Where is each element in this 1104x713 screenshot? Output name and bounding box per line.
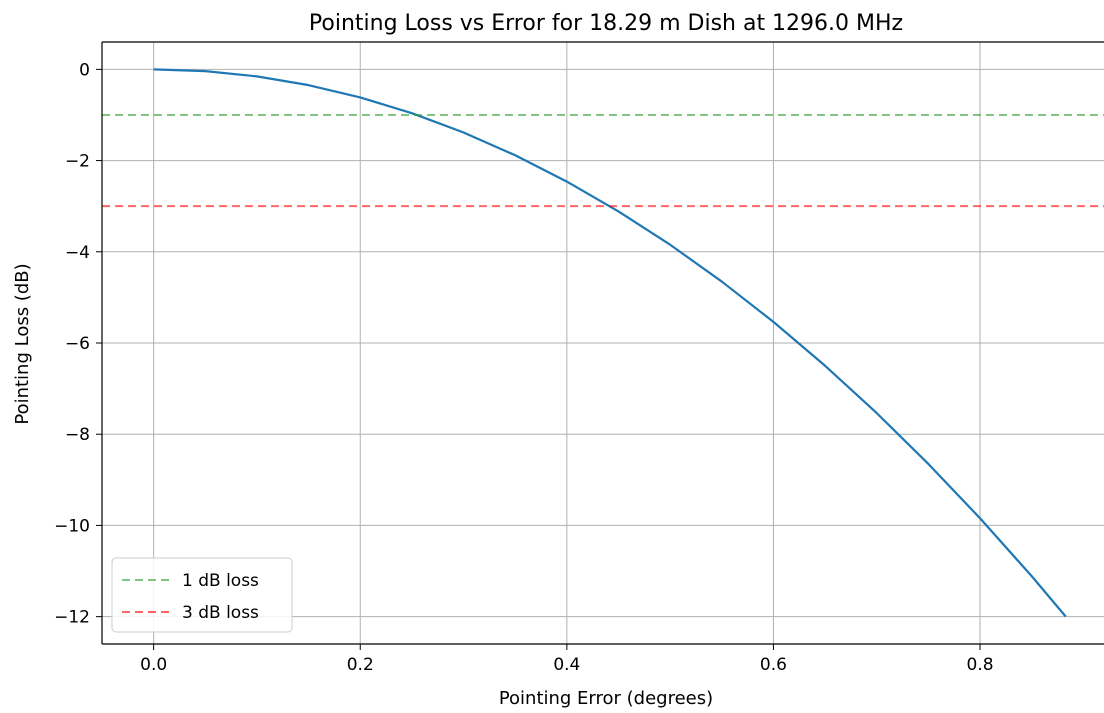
y-tick-label: −10 — [54, 516, 90, 536]
y-tick-label: −8 — [65, 425, 90, 445]
x-tick-label: 0.0 — [140, 655, 167, 675]
y-tick-label: 0 — [79, 60, 90, 80]
x-axis-label: Pointing Error (degrees) — [499, 688, 713, 709]
y-tick-label: −6 — [65, 334, 90, 354]
x-tick-label: 0.6 — [760, 655, 787, 675]
y-tick-label: −2 — [65, 152, 90, 172]
grid — [102, 42, 1104, 644]
x-tick-label: 0.8 — [967, 655, 994, 675]
x-tick-label: 0.4 — [553, 655, 580, 675]
legend: 1 dB loss 3 dB loss — [111, 557, 293, 633]
y-axis-label: Pointing Loss (dB) — [12, 263, 33, 424]
pointing-loss-curve — [153, 68, 1067, 618]
legend-label: 1 dB loss — [182, 571, 259, 591]
plot-area — [102, 68, 1104, 618]
legend-box — [111, 557, 293, 633]
axes: 0.0 0.2 0.4 0.6 0.8 0 −2 −4 −6 −8 −10 −12 — [54, 41, 1104, 675]
y-tick-label: −4 — [65, 243, 90, 263]
y-tick-label: −12 — [54, 608, 90, 628]
x-tick-label: 0.2 — [347, 655, 374, 675]
chart-title: Pointing Loss vs Error for 18.29 m Dish … — [309, 11, 903, 36]
legend-label: 3 dB loss — [182, 603, 259, 623]
